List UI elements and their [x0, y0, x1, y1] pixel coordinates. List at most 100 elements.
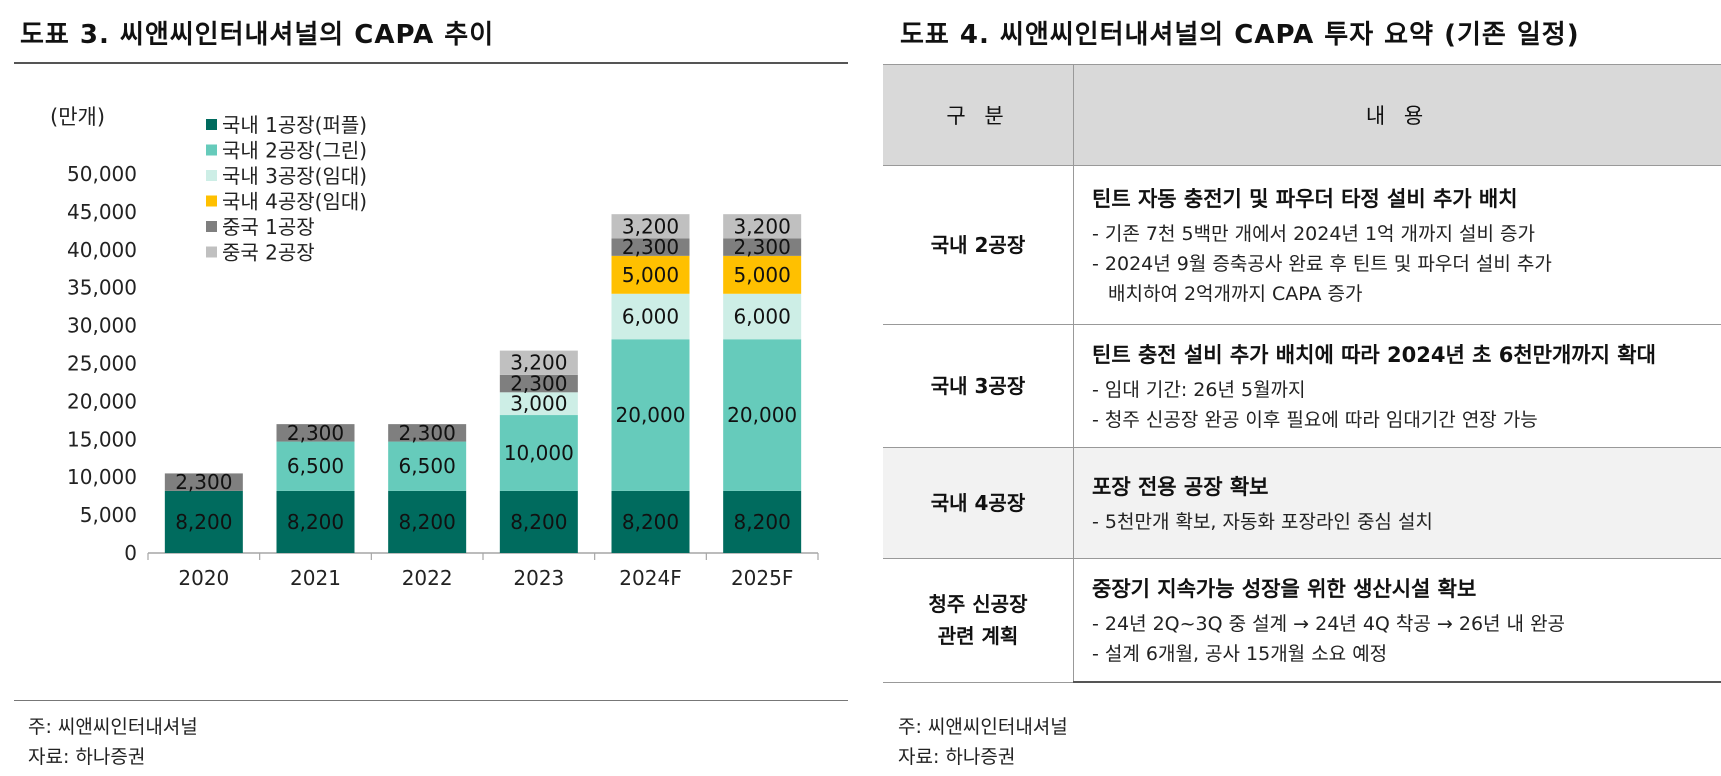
legend-swatch: [206, 170, 217, 181]
y-tick-label: 35,000: [67, 276, 137, 300]
x-tick-label: 2023: [513, 566, 564, 590]
chart-title: 도표 3. 씨앤씨인터내셔널의 CAPA 추이: [20, 20, 495, 50]
legend-swatch: [206, 246, 217, 258]
bar-segment: [499, 350, 578, 375]
bar-segment: [723, 339, 802, 491]
data-label: 8,200: [622, 510, 679, 534]
data-label: 20,000: [616, 403, 686, 427]
row-line: 배치하여 2억개까지 CAPA 증가: [1108, 283, 1363, 305]
x-tick-label: 2021: [290, 566, 341, 590]
row-line: - 2024년 9월 증축공사 완료 후 틴트 및 파우더 설비 추가: [1092, 253, 1552, 275]
row-content: 틴트 충전 설비 추가 배치에 따라 2024년 초 6천만개까지 확대 - 임…: [1073, 324, 1721, 448]
x-tick-label: 2020: [178, 566, 229, 590]
bar-segment: [723, 214, 802, 239]
legend-swatch: [206, 195, 217, 207]
data-label: 2,300: [175, 470, 232, 494]
bar-segment: [611, 339, 690, 491]
data-label: 6,500: [287, 454, 344, 478]
bar-segment: [499, 490, 578, 553]
header-category: 구 분: [883, 64, 1074, 166]
bar-segment: [611, 238, 690, 256]
data-label: 10,000: [504, 441, 574, 465]
data-label: 3,000: [510, 392, 567, 416]
table-row: 국내 4공장 포장 전용 공장 확보 - 5천만개 확보, 자동화 포장라인 중…: [883, 447, 1721, 559]
bar-segment: [611, 255, 690, 294]
table-source: 자료: 하나증권: [898, 746, 1016, 768]
y-tick-label: 40,000: [67, 238, 137, 262]
row-content: 중장기 지속가능 성장을 위한 생산시설 확보 - 24년 2Q~3Q 중 설계…: [1073, 558, 1721, 683]
bar-segment: [723, 490, 802, 553]
bar-segment: [276, 490, 355, 553]
bar-segment: [723, 293, 802, 340]
row-content: 틴트 자동 충전기 및 파우더 타정 설비 추가 배치 - 기존 7천 5백만 …: [1073, 165, 1721, 325]
y-tick-label: 30,000: [67, 314, 137, 338]
data-label: 20,000: [727, 403, 797, 427]
bar-segment: [276, 424, 355, 442]
bar-segment: [611, 490, 690, 553]
legend-label: 국내 3공장(임대): [222, 164, 367, 188]
data-label: 8,200: [399, 510, 456, 534]
table-header-row: 구 분 내 용: [883, 64, 1721, 166]
bar-segment: [276, 441, 355, 491]
data-label: 8,200: [510, 510, 567, 534]
data-label: 6,500: [399, 454, 456, 478]
bar-segment: [611, 214, 690, 239]
y-tick-label: 45,000: [67, 200, 137, 224]
x-tick-label: 2025F: [731, 566, 793, 590]
legend-label: 국내 1공장(퍼플): [222, 113, 367, 137]
header-content: 내 용: [1073, 64, 1721, 166]
y-tick-label: 25,000: [67, 352, 137, 376]
legend-label: 중국 1공장: [222, 215, 315, 239]
bar-segment: [611, 293, 690, 340]
y-tick-label: 15,000: [67, 427, 137, 451]
legend-swatch: [206, 221, 217, 232]
y-tick-label: 10,000: [67, 465, 137, 489]
row-line: - 기존 7천 5백만 개에서 2024년 1억 개까지 설비 증가: [1092, 223, 1535, 245]
y-tick-label: 50,000: [67, 162, 137, 186]
legend-label: 중국 2공장: [222, 241, 315, 265]
legend-label: 국내 4공장(임대): [222, 190, 367, 214]
chart-title-rule: [14, 62, 848, 64]
legend-swatch: [206, 144, 217, 156]
data-label: 8,200: [287, 510, 344, 534]
table-row: 청주 신공장 관련 계획 중장기 지속가능 성장을 위한 생산시설 확보 - 2…: [883, 558, 1721, 683]
data-label: 8,200: [175, 510, 232, 534]
bar-segment: [723, 238, 802, 256]
data-label: 8,200: [734, 510, 791, 534]
table-note: 주: 씨앤씨인터내셔널: [898, 716, 1068, 738]
capa-investment-table: 구 분 내 용 국내 2공장 틴트 자동 충전기 및 파우더 타정 설비 추가 …: [883, 64, 1721, 683]
data-label: 2,300: [622, 235, 679, 259]
x-tick-label: 2024F: [619, 566, 681, 590]
chart-bottom-rule: [14, 700, 848, 701]
bar-segment: [164, 490, 243, 553]
row-line: - 5천만개 확보, 자동화 포장라인 중심 설치: [1092, 511, 1433, 533]
row-heading: 틴트 충전 설비 추가 배치에 따라 2024년 초 6천만개까지 확대: [1092, 343, 1656, 367]
data-label: 2,300: [734, 235, 791, 259]
row-line: - 설계 6개월, 공사 15개월 소요 예정: [1092, 643, 1388, 665]
row-line: - 24년 2Q~3Q 중 설계 → 24년 4Q 착공 → 26년 내 완공: [1092, 613, 1566, 635]
data-label: 6,000: [734, 305, 791, 329]
bar-segment: [388, 424, 467, 442]
bar-segment: [499, 392, 578, 416]
data-label: 5,000: [734, 263, 791, 287]
bar-segment: [723, 255, 802, 294]
y-tick-label: 20,000: [67, 389, 137, 413]
data-label: 2,300: [510, 372, 567, 396]
legend-label: 국내 2공장(그린): [222, 139, 367, 163]
data-label: 2,300: [399, 421, 456, 445]
data-label: 3,200: [734, 214, 791, 238]
y-unit-label: (만개): [50, 105, 105, 129]
y-tick-label: 5,000: [80, 503, 137, 527]
x-tick-label: 2022: [402, 566, 453, 590]
table-title: 도표 4. 씨앤씨인터내셔널의 CAPA 투자 요약 (기존 일정): [900, 20, 1580, 50]
row-heading: 중장기 지속가능 성장을 위한 생산시설 확보: [1092, 577, 1477, 601]
row-line: - 청주 신공장 완공 이후 필요에 따라 임대기간 연장 가능: [1092, 409, 1538, 431]
chart-note: 주: 씨앤씨인터내셔널: [28, 716, 198, 738]
data-label: 5,000: [622, 263, 679, 287]
bar-segment: [388, 490, 467, 553]
row-heading: 틴트 자동 충전기 및 파우더 타정 설비 추가 배치: [1092, 187, 1518, 211]
table-row: 국내 2공장 틴트 자동 충전기 및 파우더 타정 설비 추가 배치 - 기존 …: [883, 165, 1721, 325]
row-category: 국내 2공장: [883, 165, 1074, 325]
capa-stacked-bar-chart: (만개) 0 5,000 10,000 15,000 20,000 25,000 30,000…: [50, 105, 819, 590]
table-row: 국내 3공장 틴트 충전 설비 추가 배치에 따라 2024년 초 6천만개까지…: [883, 324, 1721, 448]
